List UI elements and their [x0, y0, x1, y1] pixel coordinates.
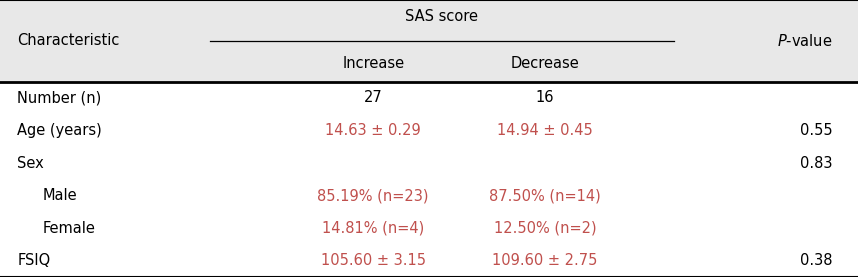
Text: 12.50% (n=2): 12.50% (n=2) [493, 221, 596, 236]
Text: Decrease: Decrease [511, 56, 579, 71]
Text: 105.60 ± 3.15: 105.60 ± 3.15 [321, 253, 426, 268]
Text: 14.81% (n=4): 14.81% (n=4) [322, 221, 425, 236]
Text: Male: Male [43, 188, 77, 203]
Text: Increase: Increase [342, 56, 404, 71]
Bar [0, 0, 858, 82]
Text: 0.38: 0.38 [800, 253, 832, 268]
Text: Age (years): Age (years) [17, 123, 102, 138]
Text: 87.50% (n=14): 87.50% (n=14) [489, 188, 601, 203]
Text: Sex: Sex [17, 156, 44, 171]
Text: SAS score: SAS score [405, 9, 479, 24]
Text: FSIQ: FSIQ [17, 253, 51, 268]
Text: 14.94 ± 0.45: 14.94 ± 0.45 [497, 123, 593, 138]
Text: Number (n): Number (n) [17, 91, 101, 106]
Text: 109.60 ± 2.75: 109.60 ± 2.75 [492, 253, 597, 268]
Text: 85.19% (n=23): 85.19% (n=23) [317, 188, 429, 203]
Text: Female: Female [43, 221, 96, 236]
Text: Characteristic: Characteristic [17, 33, 119, 48]
Text: 27: 27 [364, 91, 383, 106]
Text: 16: 16 [535, 91, 554, 106]
Text: 0.83: 0.83 [800, 156, 832, 171]
Text: $\it{P}$-value: $\it{P}$-value [777, 33, 832, 49]
Text: 0.55: 0.55 [800, 123, 832, 138]
Text: 14.63 ± 0.29: 14.63 ± 0.29 [325, 123, 421, 138]
